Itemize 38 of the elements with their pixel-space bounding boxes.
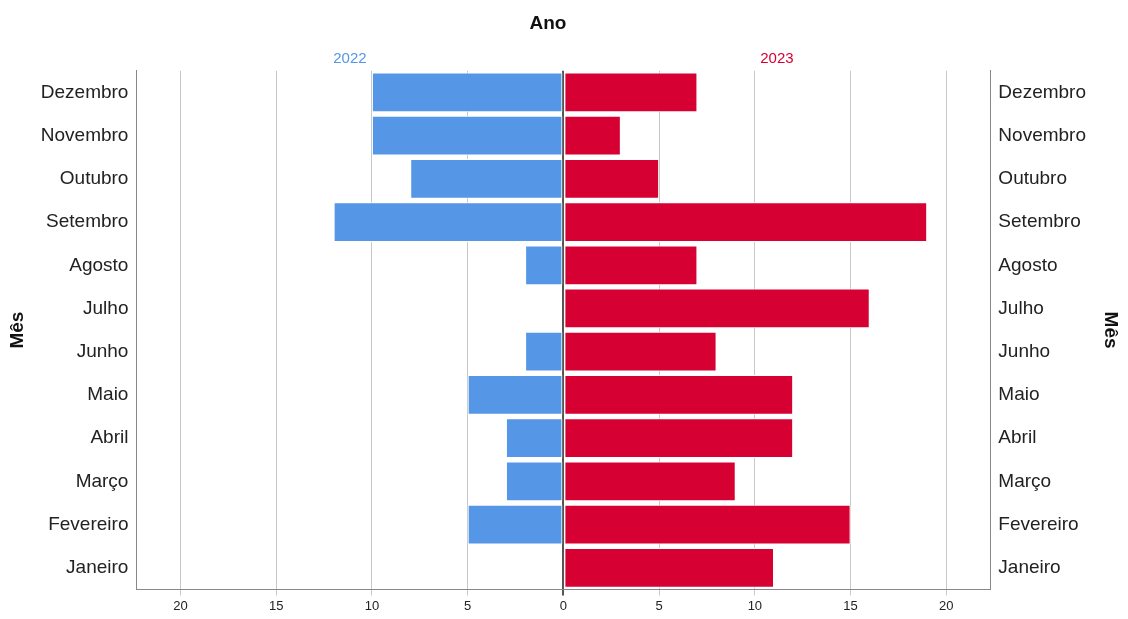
y-axis-title: Mês (5, 311, 27, 349)
category-label: Novembro (998, 123, 1087, 145)
y-tick-label: Fevereiro (48, 512, 129, 534)
x-tick-label: 5 (655, 597, 663, 613)
category-label: Julho (998, 296, 1044, 318)
category-label: Setembro (998, 210, 1081, 232)
x-tick-label: 20 (173, 597, 188, 613)
text: 2023 (760, 49, 794, 67)
category-label: Fevereiro (998, 512, 1079, 534)
x-tick-label: 5 (464, 597, 472, 613)
category-label: Agosto (998, 253, 1058, 275)
y-tick-label: Dezembro (40, 80, 129, 102)
y-tick-label: Abril (90, 426, 129, 448)
y-tick-label: Outubro (59, 167, 129, 189)
x-tick-label: 15 (268, 597, 284, 613)
x-tick-label: 15 (843, 597, 858, 613)
y-tick-label: Agosto (69, 253, 129, 275)
y-tick-label: Setembro (46, 210, 129, 232)
category-label: Junho (998, 339, 1051, 361)
category-label: Outubro (998, 167, 1068, 189)
category-label: Março (998, 469, 1052, 491)
y-tick-label: Novembro (40, 123, 129, 145)
chart-title: Ano (529, 11, 567, 33)
x-tick-label: 10 (747, 597, 763, 613)
category-label: Abril (998, 426, 1037, 448)
y-tick-label: Março (75, 469, 129, 491)
x-tick-label: 10 (364, 597, 380, 613)
text: Mês (1100, 311, 1122, 349)
x-tick-label: 0 (559, 597, 568, 613)
y-tick-label: Janeiro (66, 556, 129, 578)
series-label: 2022 (333, 49, 367, 67)
y-tick-label: Maio (87, 383, 129, 405)
y-tick-label: Julho (83, 296, 129, 318)
category-label: Maio (998, 383, 1040, 405)
category-label: Dezembro (998, 80, 1087, 102)
y-tick-label: Junho (76, 339, 129, 361)
category-label: Janeiro (998, 556, 1061, 578)
x-tick-label: 20 (939, 597, 954, 613)
